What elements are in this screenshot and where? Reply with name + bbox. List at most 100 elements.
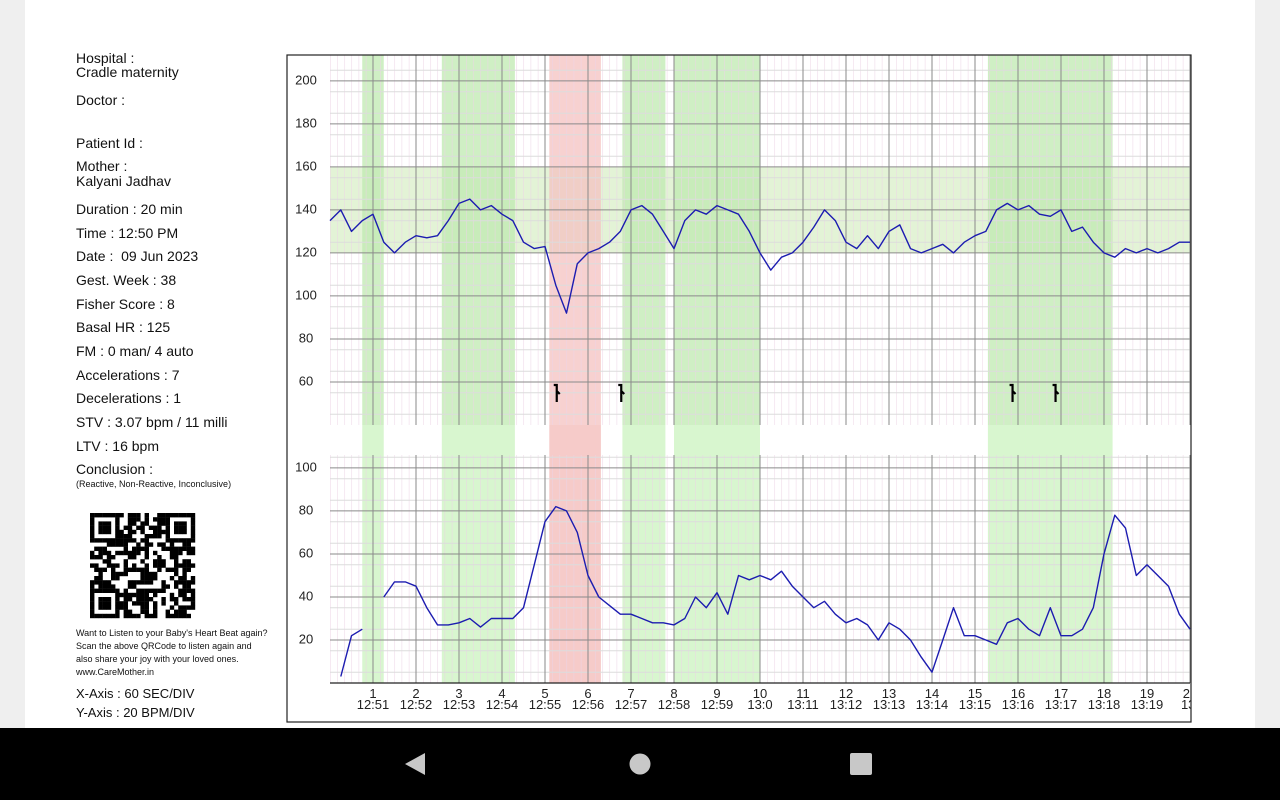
qr-module [174,529,179,535]
qr-module [94,546,99,551]
x-tick-label: 18 [1097,686,1111,701]
qr-module [190,592,196,598]
qr-module [132,580,137,585]
qr-module [165,567,170,572]
x-tick-label: 20 [1183,686,1197,701]
qr-module [111,584,116,589]
qr-module [186,580,191,585]
qr-module [157,521,162,526]
qr-module [178,546,183,551]
info-line: Date : 09 Jun 2023 [76,248,199,264]
qr-module [174,559,179,564]
qr-module [144,601,149,606]
qr-module [98,613,103,619]
qr-module [144,538,149,543]
qr-module [136,517,141,522]
qr-module [140,546,145,551]
qr-module [123,613,128,619]
qr-module [153,609,158,614]
qr-module [106,613,112,619]
info-line: Gest. Week : 38 [76,272,177,288]
y-tick-label: 120 [295,244,317,259]
qr-module [174,580,179,585]
qr-module [132,592,137,598]
qr-module [161,601,166,606]
x-tick-label: 4 [498,686,505,701]
qr-module [102,567,107,572]
qr-module [123,525,128,530]
qr-module [115,525,120,530]
qr-module [190,605,196,610]
qr-module [98,576,103,581]
qr-module [178,580,183,585]
qr-module [165,546,170,551]
qr-module [157,542,162,547]
qr-module [106,521,112,526]
info-line: LTV : 16 bpm [76,438,160,454]
qr-module [115,517,120,522]
qr-module [123,592,128,598]
qr-module [90,521,95,526]
info-line: Accelerations : 7 [76,367,180,383]
home-button[interactable] [629,753,651,775]
qr-module [106,529,112,535]
qr-module [90,597,95,602]
qr-module [136,513,141,518]
qr-module [182,584,187,589]
qr-module [165,534,170,539]
qr-module [161,521,166,526]
qr-module [157,525,162,530]
qr-module [190,588,196,593]
back-button[interactable] [405,753,425,775]
qr-module [102,550,107,556]
qr-module [94,563,99,568]
qr-module [190,525,196,530]
qr-module [115,513,120,518]
qr-module [169,513,175,518]
qr-module [115,538,120,543]
x-tick-label: 3 [455,686,462,701]
qr-module [182,513,187,518]
qr-module [90,584,95,589]
qr-module [119,605,124,610]
qr-module [174,550,179,556]
qr-module [190,563,196,568]
qr-module [119,592,124,598]
recents-button[interactable] [850,753,872,775]
qr-module [153,550,158,556]
qr-module [182,613,187,619]
x-time-label: 13:18 [1088,697,1121,712]
qr-module [153,517,158,522]
qr-module [140,605,145,610]
qr-module [148,597,154,602]
qr-module [140,609,145,614]
qr-module [102,538,107,543]
qr-module [157,555,162,560]
x-time-label: 13:15 [959,697,992,712]
qr-module [132,601,137,606]
x-tick-label: 13 [882,686,896,701]
qr-module [123,597,128,602]
qr-module [115,601,120,606]
qr-text: www.CareMother.in [76,667,155,677]
qr-module [182,525,187,530]
qr-module [123,550,128,556]
qr-module [174,521,179,526]
qr-module [98,571,103,577]
qr-module [102,559,107,564]
qr-module [94,555,99,560]
x-time-label: 12:52 [400,697,433,712]
qr-module [90,517,95,522]
qr-module [144,592,149,598]
qr-module [144,546,149,551]
qr-module [115,521,120,526]
qr-module [102,580,107,585]
qr-module [174,555,179,560]
qr-module [115,597,120,602]
qr-module [144,534,149,539]
x-time-label: 12:54 [486,697,519,712]
qr-module [140,597,145,602]
qr-module [106,597,112,602]
qr-module [115,529,120,535]
qr-module [169,567,175,572]
